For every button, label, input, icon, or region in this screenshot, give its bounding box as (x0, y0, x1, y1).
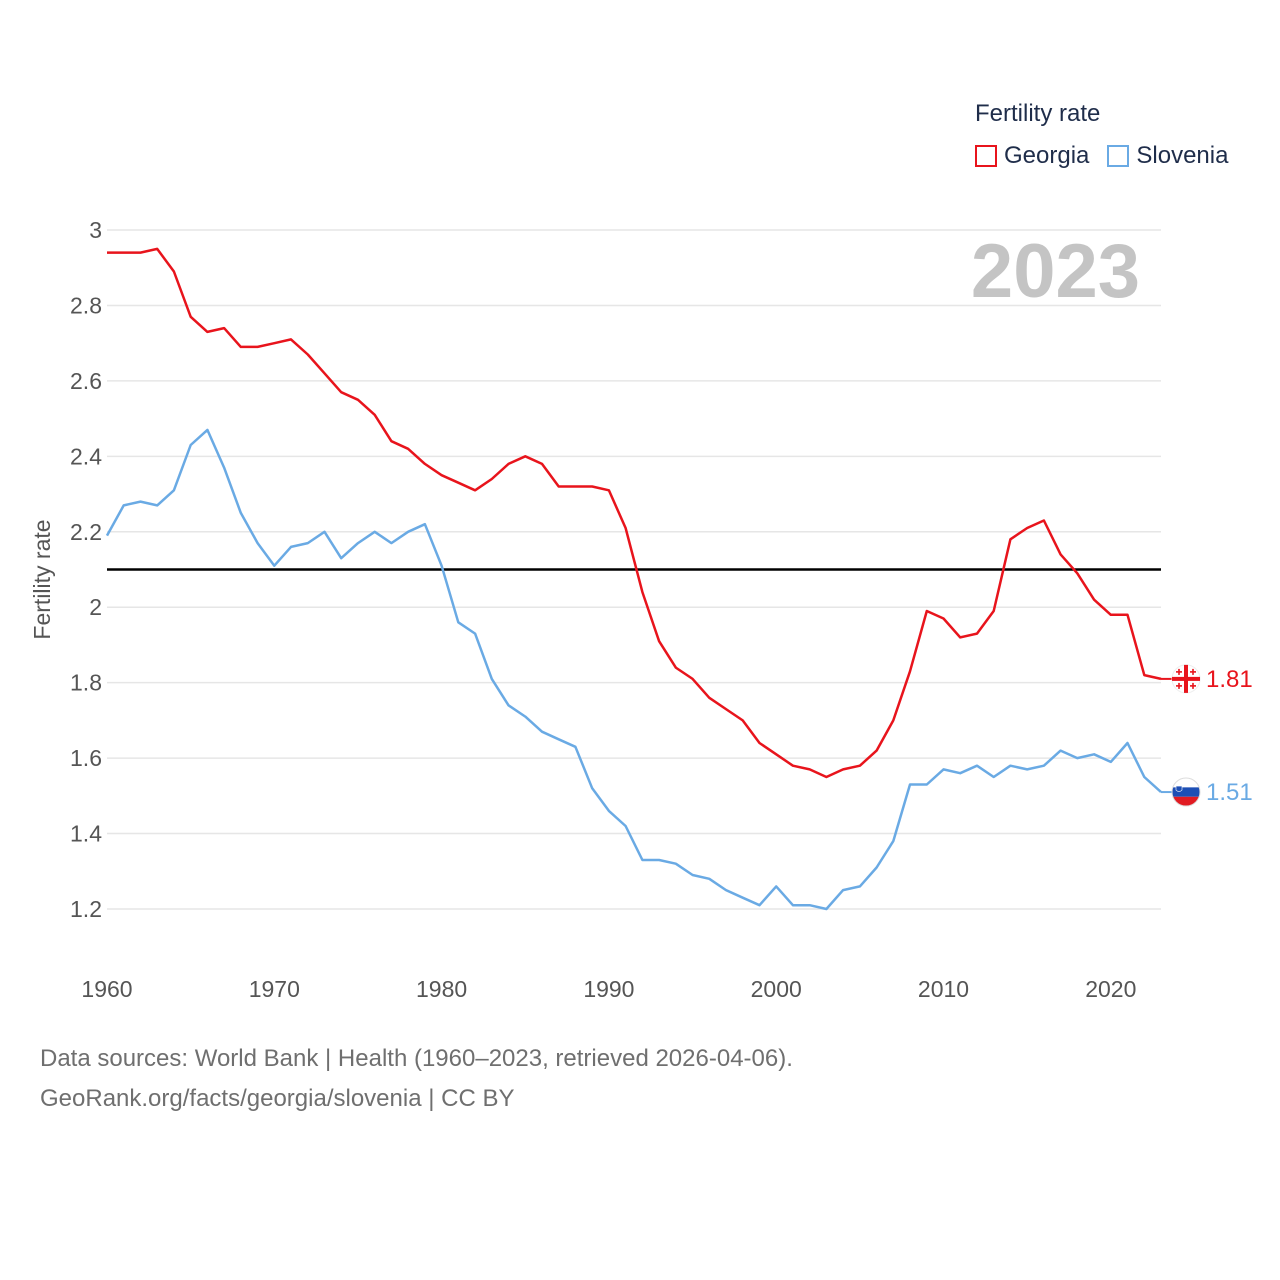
slovenia-end-value-label: 1.51 (1206, 779, 1253, 806)
series-layer (105, 247, 1162, 911)
slovenia-flag-white (1172, 778, 1200, 788)
slovenia-flag-red (1172, 796, 1200, 807)
georgia-swatch (975, 145, 997, 167)
slovenia-flag-icon (1171, 777, 1201, 807)
y-tick-label: 2.8 (70, 292, 102, 318)
x-tick-label: 2020 (1085, 976, 1136, 1002)
x-tick-label: 2000 (751, 976, 802, 1002)
y-tick-label: 2 (89, 594, 102, 620)
legend-title: Fertility rate (975, 100, 1101, 127)
y-tick-label: 2.6 (70, 368, 102, 394)
x-tick-label: 1970 (249, 976, 300, 1002)
legend-item-georgia[interactable]: Georgia (975, 142, 1089, 170)
x-tick-label: 1960 (81, 976, 132, 1002)
x-tick-label: 1990 (583, 976, 634, 1002)
grid-lines (107, 229, 1161, 910)
y-axis-title: Fertility rate (29, 519, 55, 639)
slovenia-series-line[interactable] (105, 428, 1162, 911)
slovenia-flag-border (1171, 777, 1201, 807)
georgia-series-line[interactable] (107, 247, 1162, 779)
endpoint-markers: 1.81 1.51 (1161, 664, 1253, 807)
y-tick-label: 1.8 (70, 670, 102, 696)
y-tick-label: 2.2 (70, 519, 102, 545)
slovenia-flag-blue (1172, 787, 1200, 797)
y-tick-label: 1.2 (70, 896, 102, 922)
georgia-end-value-label: 1.81 (1206, 666, 1253, 693)
slovenia-flag-stripes (1172, 778, 1200, 807)
georgia-flag-icon (1171, 664, 1201, 694)
georgia-flag-small-cross (1178, 682, 1180, 689)
source-link[interactable]: GeoRank.org/facts/georgia/slovenia | CC … (40, 1085, 515, 1112)
georgia-flag-small-cross (1192, 668, 1194, 675)
x-tick-label: 2010 (918, 976, 969, 1002)
axis-labels: 1.2 1.4 1.6 1.8 2 2.2 2.4 2.6 2.8 3 1960 1970 1980 19… (29, 217, 1136, 1002)
georgia-flag-small-cross (1192, 682, 1194, 689)
slovenia-swatch (1107, 145, 1130, 167)
legend: Georgia Slovenia (975, 142, 1246, 170)
y-tick-label: 1.6 (70, 745, 102, 771)
legend-item-slovenia[interactable]: Slovenia (1107, 142, 1228, 170)
y-tick-label: 1.4 (70, 821, 102, 847)
slovenia-flag-shield (1175, 785, 1183, 792)
y-tick-label: 3 (89, 217, 102, 243)
y-tick-label: 2.4 (70, 443, 102, 469)
x-tick-label: 1980 (416, 976, 467, 1002)
source-note: Data sources: World Bank | Health (1960–… (40, 1045, 793, 1072)
georgia-flag-cross-v (1184, 664, 1188, 693)
legend-label-georgia: Georgia (1004, 142, 1090, 169)
legend-label-slovenia: Slovenia (1136, 142, 1229, 169)
georgia-flag-small-cross (1178, 668, 1180, 675)
year-watermark: 2023 (970, 229, 1140, 314)
